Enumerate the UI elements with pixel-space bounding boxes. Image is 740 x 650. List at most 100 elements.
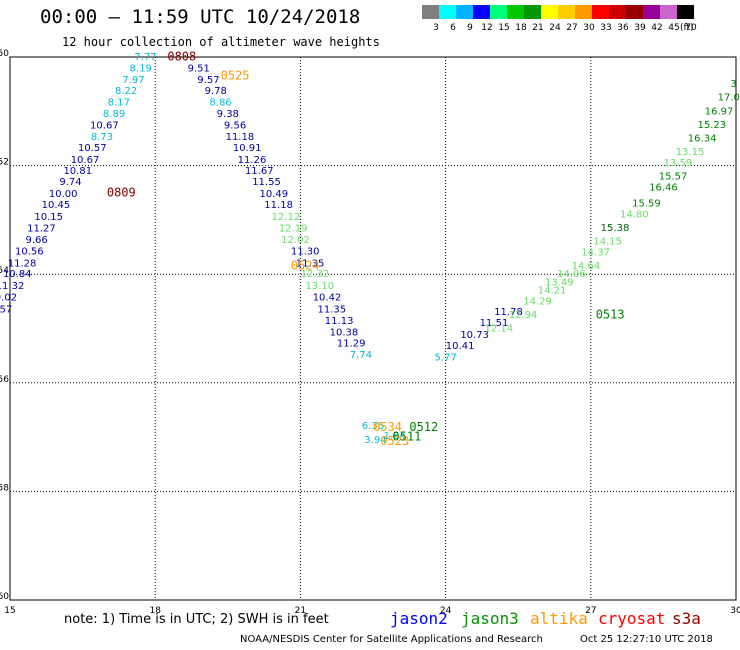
wave-height-value: 9.66: [25, 235, 47, 246]
wave-height-value: 9.56: [224, 120, 246, 131]
legend-jason2: jason2: [390, 609, 448, 628]
wave-height-value: 8.17: [108, 98, 130, 109]
wave-height-value: 14.80: [620, 209, 649, 220]
wave-height-value: 1.64: [384, 431, 406, 442]
wave-height-value: 11.28: [8, 258, 37, 269]
colorbar-swatch: [558, 5, 575, 19]
wave-height-value: 14.21: [538, 285, 567, 296]
colorbar-label: 42: [651, 23, 663, 33]
colorbar-swatch: [660, 5, 677, 19]
colorbar-label: 39: [634, 23, 646, 33]
wave-height-value: 10.73: [460, 330, 489, 341]
wave-height-value: 10.45: [42, 200, 71, 211]
wave-height-value: 15.38: [601, 223, 630, 234]
colorbar-swatch: [473, 5, 490, 19]
track-time-label: 0523: [380, 434, 409, 448]
colorbar-swatch: [677, 5, 694, 19]
wave-height-value: 11.29: [337, 339, 366, 350]
colorbar-label: 24: [549, 23, 561, 33]
wave-height-value: 11.18: [264, 200, 293, 211]
wave-height-value: 10.42: [313, 293, 342, 304]
colorbar-unit: (ft): [680, 23, 694, 33]
wave-height-value: 11.26: [238, 155, 267, 166]
legend-s3a: s3a: [672, 609, 701, 628]
wave-height-value: 10.41: [446, 341, 475, 352]
wave-height-value: 10.00: [49, 189, 78, 200]
x-tick-label: 21: [295, 606, 306, 616]
colorbar-swatch: [643, 5, 660, 19]
wave-height-value: 11.51: [480, 318, 509, 329]
wave-height-value: 10.49: [259, 189, 288, 200]
colorbar-swatch: [609, 5, 626, 19]
wave-height-value: 10.57: [78, 143, 107, 154]
colorbar-label: 36: [617, 23, 629, 33]
y-tick-label: -56: [0, 375, 9, 385]
wave-height-value: 11.67: [245, 166, 274, 177]
y-tick-label: -52: [0, 158, 9, 168]
wave-height-value: 10.81: [63, 166, 92, 177]
wave-height-value: 9.51: [188, 63, 210, 74]
wave-height-value: 11.32: [0, 281, 24, 292]
y-tick-label: -50: [0, 49, 9, 59]
colorbar-label: 70: [685, 23, 697, 33]
colorbar-swatch: [524, 5, 541, 19]
wave-height-value: 14.06: [557, 269, 586, 280]
wave-height-value: 3: [730, 79, 736, 90]
wave-height-value: 13.10: [305, 281, 334, 292]
wave-height-value: 15.23: [697, 120, 726, 131]
wave-height-value: 10.38: [330, 327, 359, 338]
wave-height-value: 13.59: [664, 158, 693, 169]
colorbar-swatch: [422, 5, 439, 19]
wave-height-value: 16.46: [649, 182, 678, 193]
x-tick-label: 24: [440, 606, 452, 616]
legend-altika: altika: [530, 609, 588, 628]
colorbar-label: 15: [498, 23, 510, 33]
legend-cryosat: cryosat: [598, 609, 666, 628]
colorbar-label: 3: [433, 23, 439, 33]
colorbar-label: 30: [583, 23, 595, 33]
wave-height-value: 12.14: [485, 324, 514, 335]
wave-height-value: 9.78: [205, 86, 227, 97]
wave-height-value: 6.36: [362, 421, 384, 432]
wave-height-value: 12.02: [281, 235, 310, 246]
colorbar-swatch: [592, 5, 609, 19]
wave-height-value: 14.15: [593, 237, 622, 248]
colorbar-swatch: [439, 5, 456, 19]
wave-height-value: 7.77: [134, 52, 156, 63]
wave-height-value: 8.22: [115, 86, 137, 97]
wave-height-value: 8.86: [209, 98, 231, 109]
y-tick-label: -60: [0, 592, 9, 602]
colorbar-label: 18: [515, 23, 527, 33]
colorbar-swatch: [490, 5, 507, 19]
track-time-label: 0513: [596, 307, 625, 321]
wave-height-value: 16.34: [688, 133, 717, 144]
wave-height-value: 13.15: [676, 147, 705, 158]
wave-height-value: 15.59: [632, 199, 661, 210]
wave-height-value: 10.91: [233, 143, 262, 154]
map-subtitle: 12 hour collection of altimeter wave hei…: [62, 35, 380, 49]
wave-height-value: 11.27: [27, 224, 56, 235]
track-time-label: 0534: [373, 420, 402, 434]
x-tick-label: 15: [4, 606, 15, 616]
wave-height-value: 11.78: [494, 307, 523, 318]
wave-height-value: 15.57: [659, 171, 688, 182]
colorbar-label: 6: [450, 23, 456, 33]
wave-height-value: 9.57: [197, 75, 219, 86]
track-time-label: 0524: [291, 259, 320, 273]
wave-height-value: 14.29: [523, 296, 552, 307]
wave-height-value: 11.18: [226, 132, 255, 143]
wave-height-value: 14.37: [581, 247, 610, 258]
colorbar-label: 21: [532, 23, 544, 33]
wave-height-value: 16.97: [705, 106, 734, 117]
wave-height-value: 10.67: [71, 155, 100, 166]
colorbar-swatch: [575, 5, 592, 19]
colorbar-label: 45: [668, 23, 680, 33]
x-tick-label: 27: [585, 606, 596, 616]
y-tick-label: -58: [0, 483, 9, 493]
wave-height-value: 9.38: [217, 109, 239, 120]
colorbar-label: 33: [600, 23, 612, 33]
wave-height-value: 10.67: [90, 120, 119, 131]
track-time-label: 0808: [167, 50, 196, 64]
colorbar-label: 27: [566, 23, 578, 33]
